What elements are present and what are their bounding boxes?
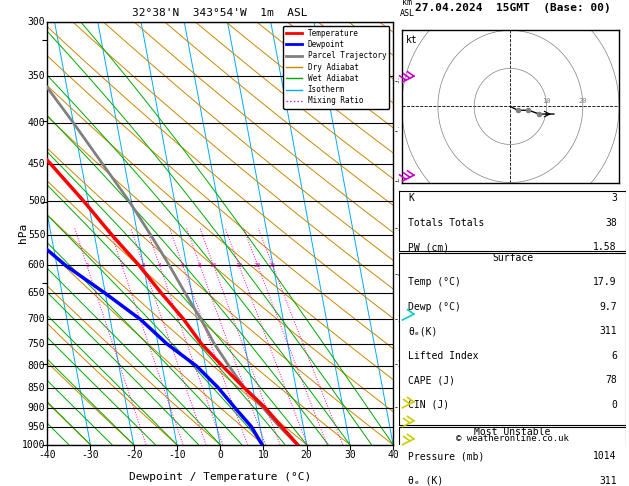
Text: Totals Totals: Totals Totals	[408, 218, 485, 227]
Text: -6: -6	[394, 176, 404, 186]
Text: 1.58: 1.58	[593, 242, 617, 252]
Text: Pressure (mb): Pressure (mb)	[408, 451, 485, 461]
Text: 311: 311	[599, 476, 617, 486]
Text: © weatheronline.co.uk: © weatheronline.co.uk	[456, 434, 569, 443]
Text: Most Unstable: Most Unstable	[474, 427, 551, 436]
Text: 25: 25	[269, 263, 276, 268]
Text: 20: 20	[301, 450, 313, 460]
Text: -30: -30	[82, 450, 99, 460]
Text: 9.7: 9.7	[599, 302, 617, 312]
Text: 3: 3	[142, 263, 145, 268]
Text: 20: 20	[579, 98, 587, 104]
Text: 311: 311	[599, 327, 617, 336]
Text: 0: 0	[217, 450, 223, 460]
Text: -8: -8	[394, 77, 404, 87]
Text: -5: -5	[394, 225, 404, 233]
Text: 20: 20	[254, 263, 262, 268]
Text: 38: 38	[605, 218, 617, 227]
Text: 78: 78	[605, 376, 617, 385]
Text: 1: 1	[85, 263, 89, 268]
Legend: Temperature, Dewpoint, Parcel Trajectory, Dry Adiabat, Wet Adiabat, Isotherm, Mi: Temperature, Dewpoint, Parcel Trajectory…	[283, 26, 389, 108]
Text: θₑ(K): θₑ(K)	[408, 327, 438, 336]
Text: -4: -4	[394, 270, 404, 279]
Text: kt: kt	[406, 35, 418, 45]
Text: -1LCL: -1LCL	[394, 403, 419, 412]
Text: 600: 600	[28, 260, 45, 270]
Text: 1000: 1000	[22, 440, 45, 450]
Text: 450: 450	[28, 159, 45, 169]
Text: CIN (J): CIN (J)	[408, 400, 450, 410]
Text: 950: 950	[28, 422, 45, 432]
Text: -40: -40	[38, 450, 56, 460]
Text: 550: 550	[28, 230, 45, 240]
Text: 0: 0	[611, 400, 617, 410]
Text: -20: -20	[125, 450, 143, 460]
Text: 10: 10	[257, 450, 269, 460]
Text: 8: 8	[198, 263, 202, 268]
Text: PW (cm): PW (cm)	[408, 242, 450, 252]
Text: 850: 850	[28, 382, 45, 393]
Text: 6: 6	[611, 351, 617, 361]
Text: Dewp (°C): Dewp (°C)	[408, 302, 461, 312]
Text: -3: -3	[394, 315, 404, 325]
Text: 3: 3	[611, 193, 617, 203]
Text: hPa: hPa	[18, 223, 28, 243]
Text: 10: 10	[542, 98, 551, 104]
Text: θₑ (K): θₑ (K)	[408, 476, 443, 486]
Text: Lifted Index: Lifted Index	[408, 351, 479, 361]
Text: 750: 750	[28, 339, 45, 348]
Text: 500: 500	[28, 196, 45, 206]
Text: Temp (°C): Temp (°C)	[408, 278, 461, 287]
Text: 900: 900	[28, 403, 45, 413]
Text: -10: -10	[168, 450, 186, 460]
Text: 2: 2	[120, 263, 124, 268]
Text: 10: 10	[209, 263, 217, 268]
Text: 40: 40	[387, 450, 399, 460]
Text: 350: 350	[28, 71, 45, 81]
Text: km
ASL: km ASL	[399, 0, 415, 17]
Text: K: K	[408, 193, 415, 203]
Text: 650: 650	[28, 288, 45, 298]
Text: CAPE (J): CAPE (J)	[408, 376, 455, 385]
Text: 700: 700	[28, 314, 45, 325]
Text: 15: 15	[235, 263, 243, 268]
Text: 30: 30	[344, 450, 356, 460]
Text: 300: 300	[28, 17, 45, 27]
Text: -2: -2	[394, 360, 404, 368]
Text: 800: 800	[28, 361, 45, 371]
Text: 4: 4	[158, 263, 162, 268]
Text: Surface: Surface	[492, 253, 533, 263]
Text: 27.04.2024  15GMT  (Base: 00): 27.04.2024 15GMT (Base: 00)	[415, 3, 611, 14]
Text: 32°38'N  343°54'W  1m  ASL: 32°38'N 343°54'W 1m ASL	[132, 8, 308, 17]
Text: Dewpoint / Temperature (°C): Dewpoint / Temperature (°C)	[129, 472, 311, 482]
Text: 400: 400	[28, 118, 45, 128]
Text: 6: 6	[181, 263, 185, 268]
Text: 17.9: 17.9	[593, 278, 617, 287]
Text: 1014: 1014	[593, 451, 617, 461]
Text: -7: -7	[394, 127, 404, 136]
